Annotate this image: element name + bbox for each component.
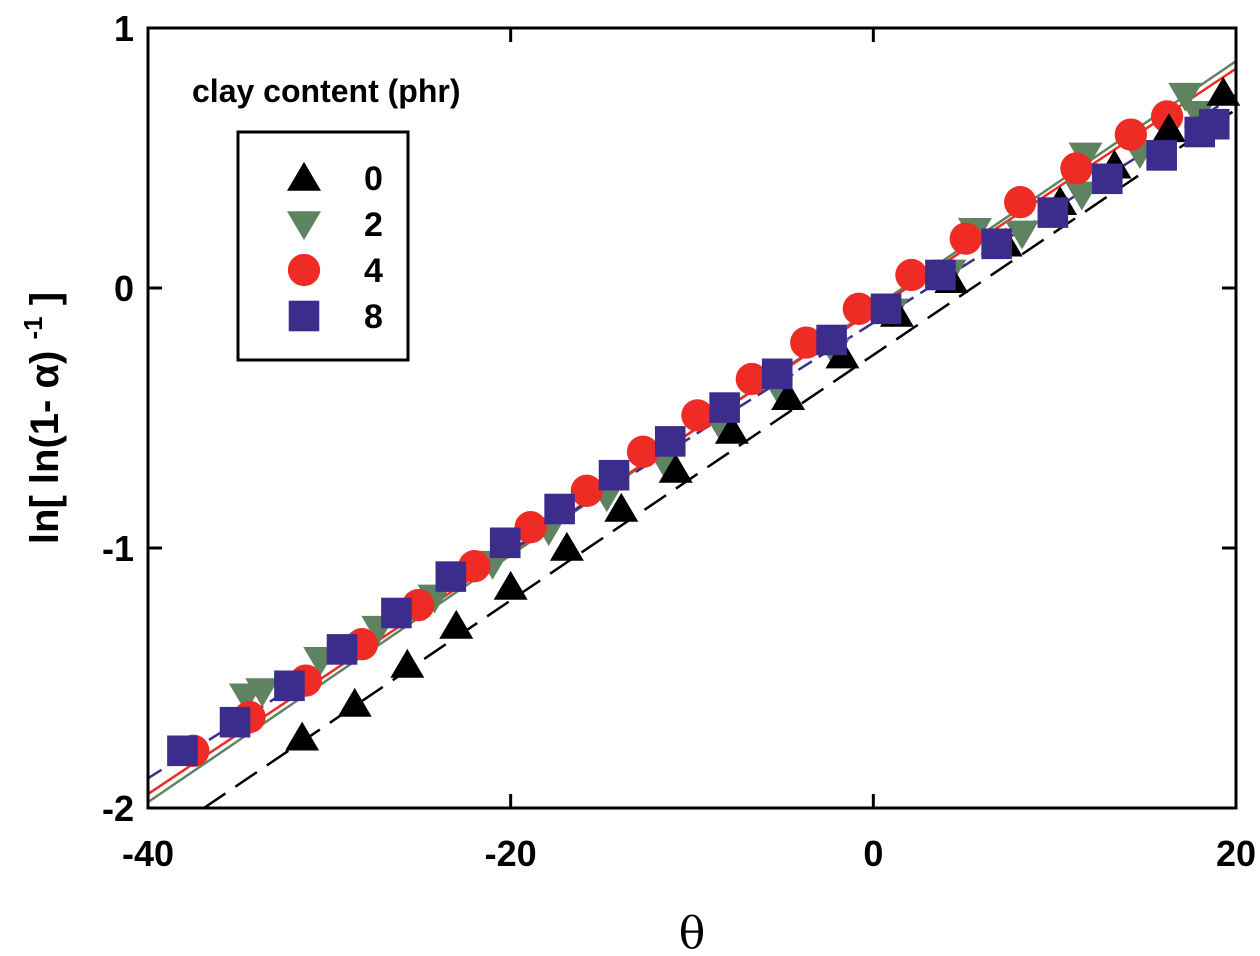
data-point-series-8 xyxy=(709,392,740,423)
data-point-series-8 xyxy=(274,670,305,702)
legend-marker-2 xyxy=(287,211,321,241)
data-point-series-4 xyxy=(1004,186,1037,219)
data-point-series-8 xyxy=(1037,197,1069,228)
legend-marker-0 xyxy=(287,161,321,191)
data-point-series-8 xyxy=(219,706,251,738)
axis-ticks xyxy=(146,26,1238,810)
data-point-series-8 xyxy=(167,735,198,767)
y-axis-label: ln[ ln(1- α) -1 ] xyxy=(7,292,67,544)
data-point-series-4 xyxy=(1060,152,1093,185)
data-point-series-0 xyxy=(493,570,528,600)
data-point-series-2 xyxy=(1168,82,1203,112)
data-point-series-0 xyxy=(1151,113,1186,143)
data-point-series-4 xyxy=(949,222,982,255)
data-point-series-4 xyxy=(895,258,928,292)
data-point-series-0 xyxy=(549,531,584,561)
data-point-series-4 xyxy=(1114,118,1147,151)
data-point-series-8 xyxy=(435,561,467,592)
legend-label-0: 0 xyxy=(364,160,383,198)
x-tick-label: -40 xyxy=(122,833,174,874)
data-point-series-0 xyxy=(285,721,320,751)
y-tick-label: -2 xyxy=(102,788,134,829)
data-point-series-8 xyxy=(326,634,358,665)
data-point-series-0 xyxy=(604,492,639,522)
data-point-series-4 xyxy=(790,326,823,359)
data-point-series-8 xyxy=(925,259,956,291)
axis-tick-labels: -40 -20 0 20-2-101 xyxy=(102,8,1256,874)
x-tick-label: -20 xyxy=(485,833,537,874)
legend-label-8: 8 xyxy=(364,298,383,336)
data-point-series-8 xyxy=(1198,108,1230,140)
legend-marker-8 xyxy=(288,300,320,332)
legend-label-4: 4 xyxy=(364,252,383,290)
data-point-series-4 xyxy=(458,550,491,583)
y-tick-label: -1 xyxy=(102,528,134,569)
data-point-series-8 xyxy=(816,324,847,356)
legend-label-2: 2 xyxy=(364,206,383,244)
data-point-series-0 xyxy=(337,687,372,717)
x-axis-label: θ xyxy=(679,908,706,956)
data-point-series-0 xyxy=(771,381,806,410)
data-point-series-0 xyxy=(658,453,693,483)
legend-box xyxy=(236,130,410,362)
y-tick-label: 0 xyxy=(114,268,134,309)
legend-title: clay content (phr) xyxy=(192,73,460,109)
data-point-series-4 xyxy=(842,292,875,325)
legend-marker-4 xyxy=(287,253,321,287)
data-markers xyxy=(167,76,1241,767)
data-point-series-0 xyxy=(439,609,474,639)
data-point-series-0 xyxy=(1206,76,1241,106)
data-point-series-8 xyxy=(870,293,902,325)
data-point-series-4 xyxy=(514,511,547,544)
x-tick-label: 20 xyxy=(1216,833,1256,874)
y-axis-label-main: ln[ ln(1- α) xyxy=(23,351,67,544)
plot-frame xyxy=(146,26,1238,810)
data-point-series-8 xyxy=(761,358,793,390)
data-point-series-4 xyxy=(570,474,603,507)
data-point-series-8 xyxy=(544,493,575,525)
y-axis-label-superscript: -1 xyxy=(18,316,48,339)
data-point-series-8 xyxy=(381,597,412,629)
data-point-series-0 xyxy=(714,414,749,444)
legend-entries: 0 2 4 8 xyxy=(287,160,383,336)
data-point-series-8 xyxy=(1091,163,1123,195)
fit-line-series-4 xyxy=(147,67,1237,796)
data-point-series-8 xyxy=(654,426,686,457)
data-point-series-8 xyxy=(598,459,630,491)
data-point-series-2 xyxy=(1180,101,1215,130)
y-axis-label-closing: ] xyxy=(23,292,67,305)
x-tick-label: 0 xyxy=(863,833,883,874)
y-tick-label: 1 xyxy=(114,8,134,49)
data-point-series-4 xyxy=(626,435,660,468)
data-point-series-2 xyxy=(245,678,280,708)
data-point-series-2 xyxy=(1005,220,1040,250)
data-point-series-8 xyxy=(1146,140,1177,171)
svg-text:ln[ ln(1- α) -1 ]: ln[ ln(1- α) -1 ] xyxy=(7,292,67,544)
data-point-series-0 xyxy=(390,648,425,678)
data-point-series-8 xyxy=(981,228,1012,260)
data-point-series-8 xyxy=(489,527,521,559)
data-point-series-4 xyxy=(681,399,714,432)
data-point-series-4 xyxy=(735,362,768,396)
data-point-series-2 xyxy=(1064,181,1099,211)
